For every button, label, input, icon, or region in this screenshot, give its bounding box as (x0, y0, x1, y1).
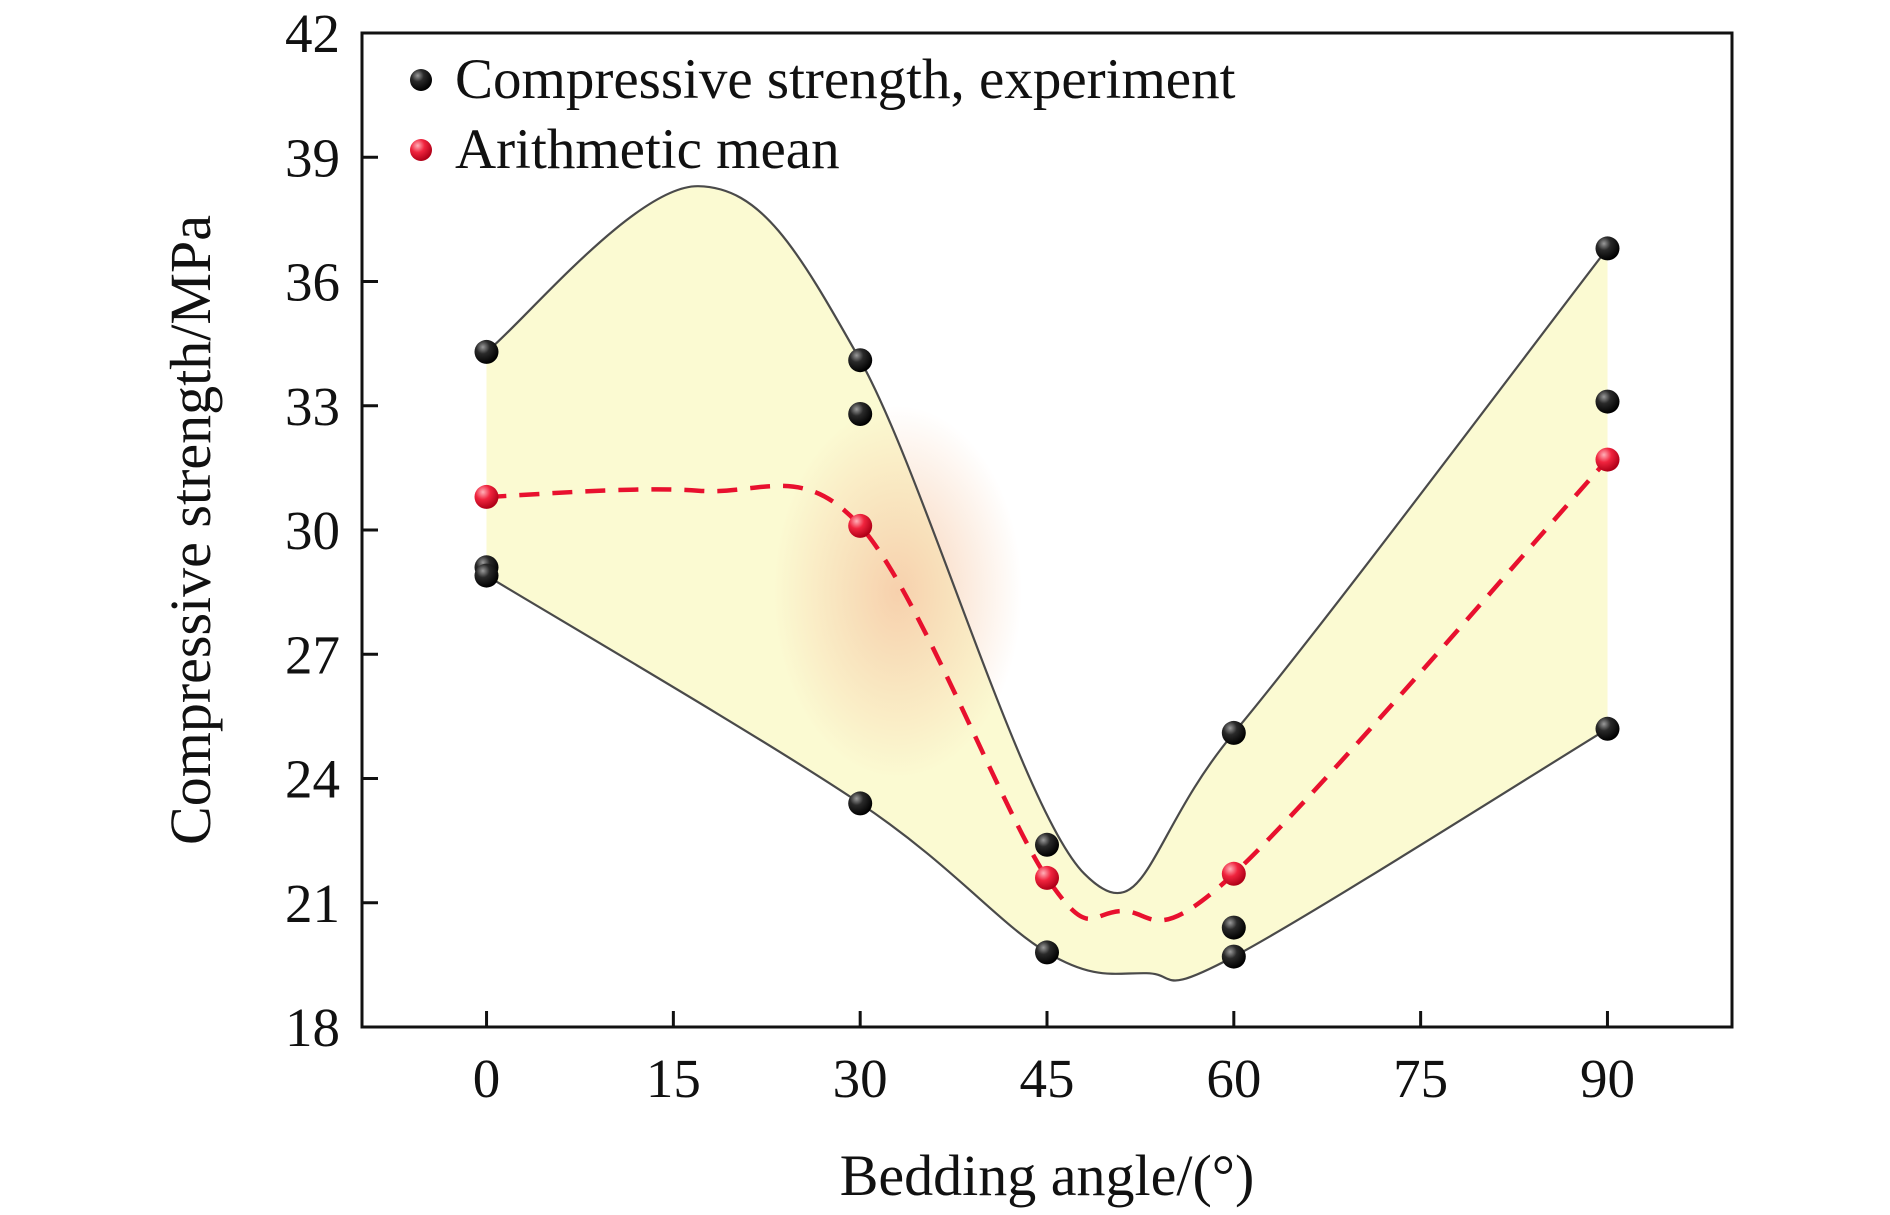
experiment-point-4 (848, 402, 873, 426)
points-layer (474, 236, 1620, 969)
x-tick-label-0: 0 (473, 1048, 501, 1109)
x-tick-label-1: 15 (646, 1048, 701, 1109)
experiment-point-9 (1221, 915, 1246, 940)
mean-point-2 (1035, 865, 1059, 890)
x-axis: 0 15 30 45 60 75 90 (473, 1011, 1635, 1109)
y-tick-label-0: 18 (285, 997, 340, 1058)
y-tick-label-3: 27 (285, 624, 340, 685)
legend-label-experiment: Compressive strength, experiment (455, 48, 1236, 111)
experiment-point-3 (848, 348, 873, 373)
y-tick-label-6: 36 (285, 252, 340, 313)
experiment-point-0 (474, 339, 499, 364)
y-axis-title: Compressive strength/MPa (158, 215, 223, 845)
x-axis-title: Bedding angle/(°) (840, 1143, 1255, 1208)
experiment-point-13 (1595, 716, 1620, 741)
experiment-point-12 (1595, 389, 1620, 414)
legend-marker-experiment (410, 69, 432, 91)
mean-point-3 (1221, 861, 1246, 886)
experiment-point-11 (1595, 236, 1620, 261)
mean-point-1 (848, 513, 873, 538)
plot-area (474, 185, 1620, 982)
x-tick-label-5: 75 (1393, 1048, 1448, 1109)
y-axis: 18 21 24 27 30 33 36 39 42 (285, 3, 378, 1058)
experiment-point-8 (1221, 720, 1246, 745)
legend: Compressive strength, experiment Arithme… (410, 48, 1236, 181)
mean-curve (486, 458, 1610, 923)
y-tick-label-8: 42 (285, 3, 340, 64)
y-tick-label-5: 33 (285, 376, 340, 437)
y-tick-label-1: 21 (285, 873, 340, 934)
experiment-point-6 (1035, 832, 1059, 857)
mean-point-0 (474, 484, 499, 509)
x-tick-label-4: 60 (1206, 1048, 1261, 1109)
envelope-fill (486, 186, 1608, 981)
x-tick-label-6: 90 (1580, 1048, 1635, 1109)
envelope-lower-line (485, 574, 1609, 982)
x-tick-label-3: 45 (1020, 1048, 1075, 1109)
envelope-upper-line (485, 185, 1609, 895)
experiment-point-10 (1221, 944, 1246, 969)
y-tick-label-4: 30 (285, 500, 340, 561)
legend-label-mean: Arithmetic mean (455, 118, 840, 181)
envelope-overlay (773, 405, 1022, 779)
y-tick-label-2: 24 (285, 749, 340, 810)
experiment-point-2 (474, 563, 499, 588)
y-tick-label-7: 39 (285, 127, 340, 188)
x-tick-label-2: 30 (833, 1048, 888, 1109)
experiment-point-7 (1035, 940, 1059, 965)
legend-marker-mean (410, 139, 432, 161)
mean-point-4 (1595, 447, 1620, 472)
experiment-point-5 (848, 791, 873, 816)
